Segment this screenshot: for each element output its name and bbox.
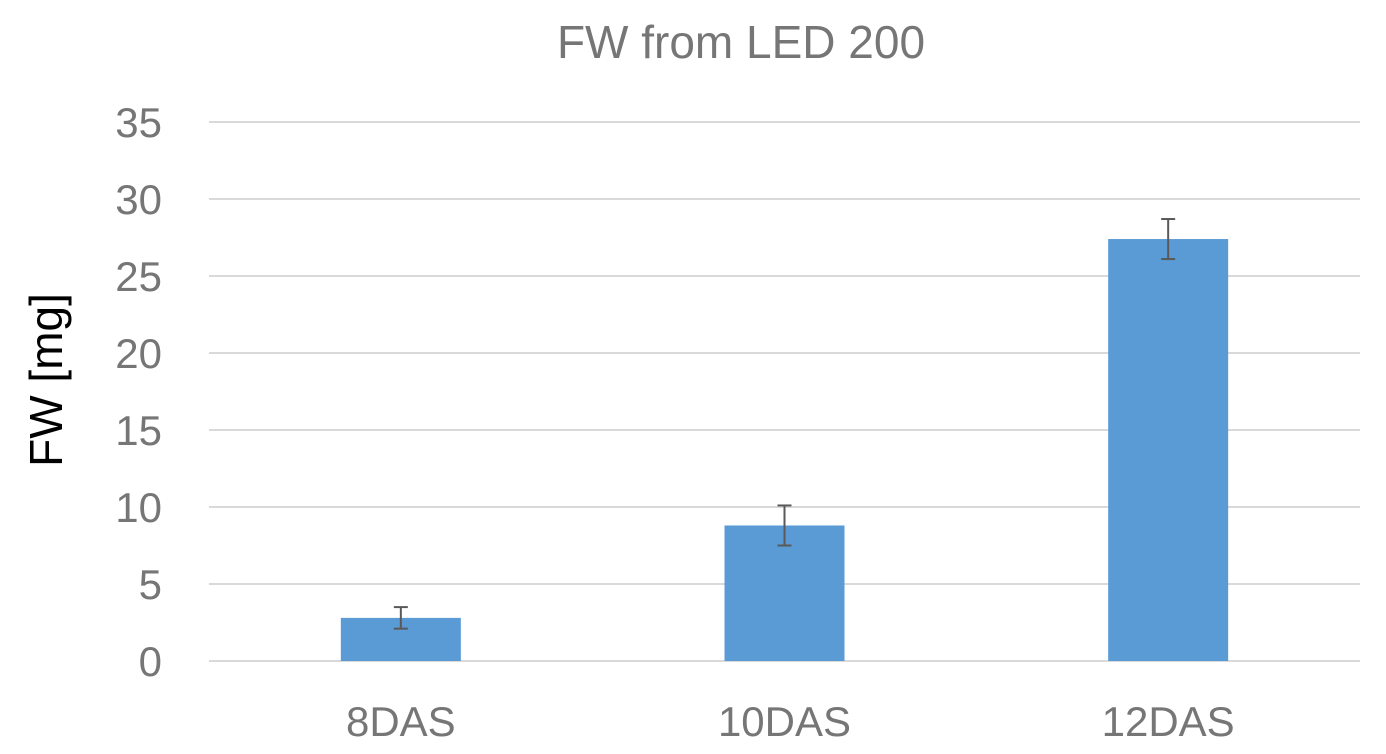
y-axis-label: FW [mg] <box>20 293 72 467</box>
error-bar-8DAS <box>393 606 408 630</box>
error-bar-12DAS <box>1161 218 1176 261</box>
y-tick-label: 10 <box>115 484 162 531</box>
y-tick-label: 15 <box>115 407 162 454</box>
x-tick-label: 10DAS <box>718 698 851 745</box>
y-tick-label: 35 <box>115 99 162 146</box>
x-tick-label: 8DAS <box>346 698 456 745</box>
y-tick-labels: 0 5 10 15 20 25 30 35 <box>115 99 162 685</box>
bar-10DAS <box>724 525 845 661</box>
bar-12DAS <box>1108 239 1229 662</box>
bars <box>340 239 1229 662</box>
y-tick-label: 25 <box>115 253 162 300</box>
chart-title: FW from LED 200 <box>557 16 925 68</box>
y-tick-label: 30 <box>115 176 162 223</box>
y-tick-label: 20 <box>115 330 162 377</box>
x-tick-labels: 8DAS 10DAS 12DAS <box>346 698 1235 745</box>
y-tick-label: 5 <box>139 561 162 608</box>
error-bar-10DAS <box>777 504 792 547</box>
x-tick-label: 12DAS <box>1102 698 1235 745</box>
error-bars <box>393 218 1176 630</box>
y-tick-label: 0 <box>139 638 162 685</box>
